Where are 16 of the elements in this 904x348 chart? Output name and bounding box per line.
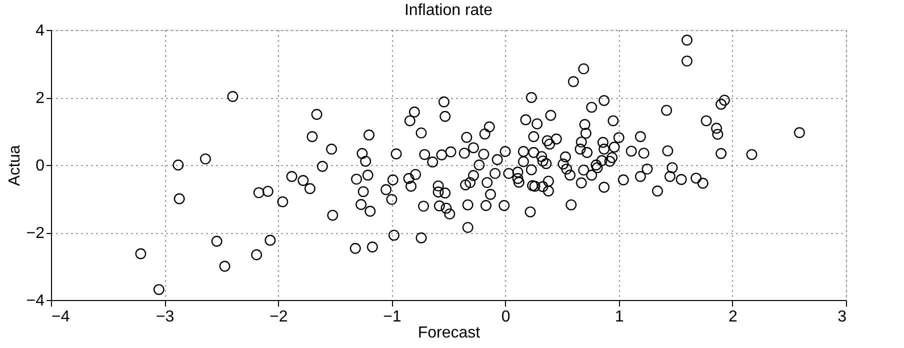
x-tick-label: −1 — [383, 308, 402, 326]
x-tick-label: 0 — [501, 308, 510, 326]
y-tick-label: 0 — [36, 158, 45, 174]
y-tick-label: 4 — [36, 22, 45, 40]
x-tick-label: −4 — [52, 308, 70, 326]
x-tick-label: 1 — [614, 308, 624, 326]
x-axis-title: Forecast — [418, 324, 481, 342]
x-tick-label: 3 — [838, 308, 847, 326]
x-tick-label: −3 — [156, 308, 174, 326]
x-tick-label: 2 — [728, 308, 738, 326]
y-axis-title: Actua — [6, 144, 24, 186]
chart-title: Inflation rate — [404, 2, 493, 19]
y-tick-label: −4 — [26, 292, 45, 310]
x-tick-label: −2 — [270, 308, 288, 326]
y-tick-label: 2 — [36, 90, 45, 107]
y-tick-label: −2 — [26, 225, 45, 242]
